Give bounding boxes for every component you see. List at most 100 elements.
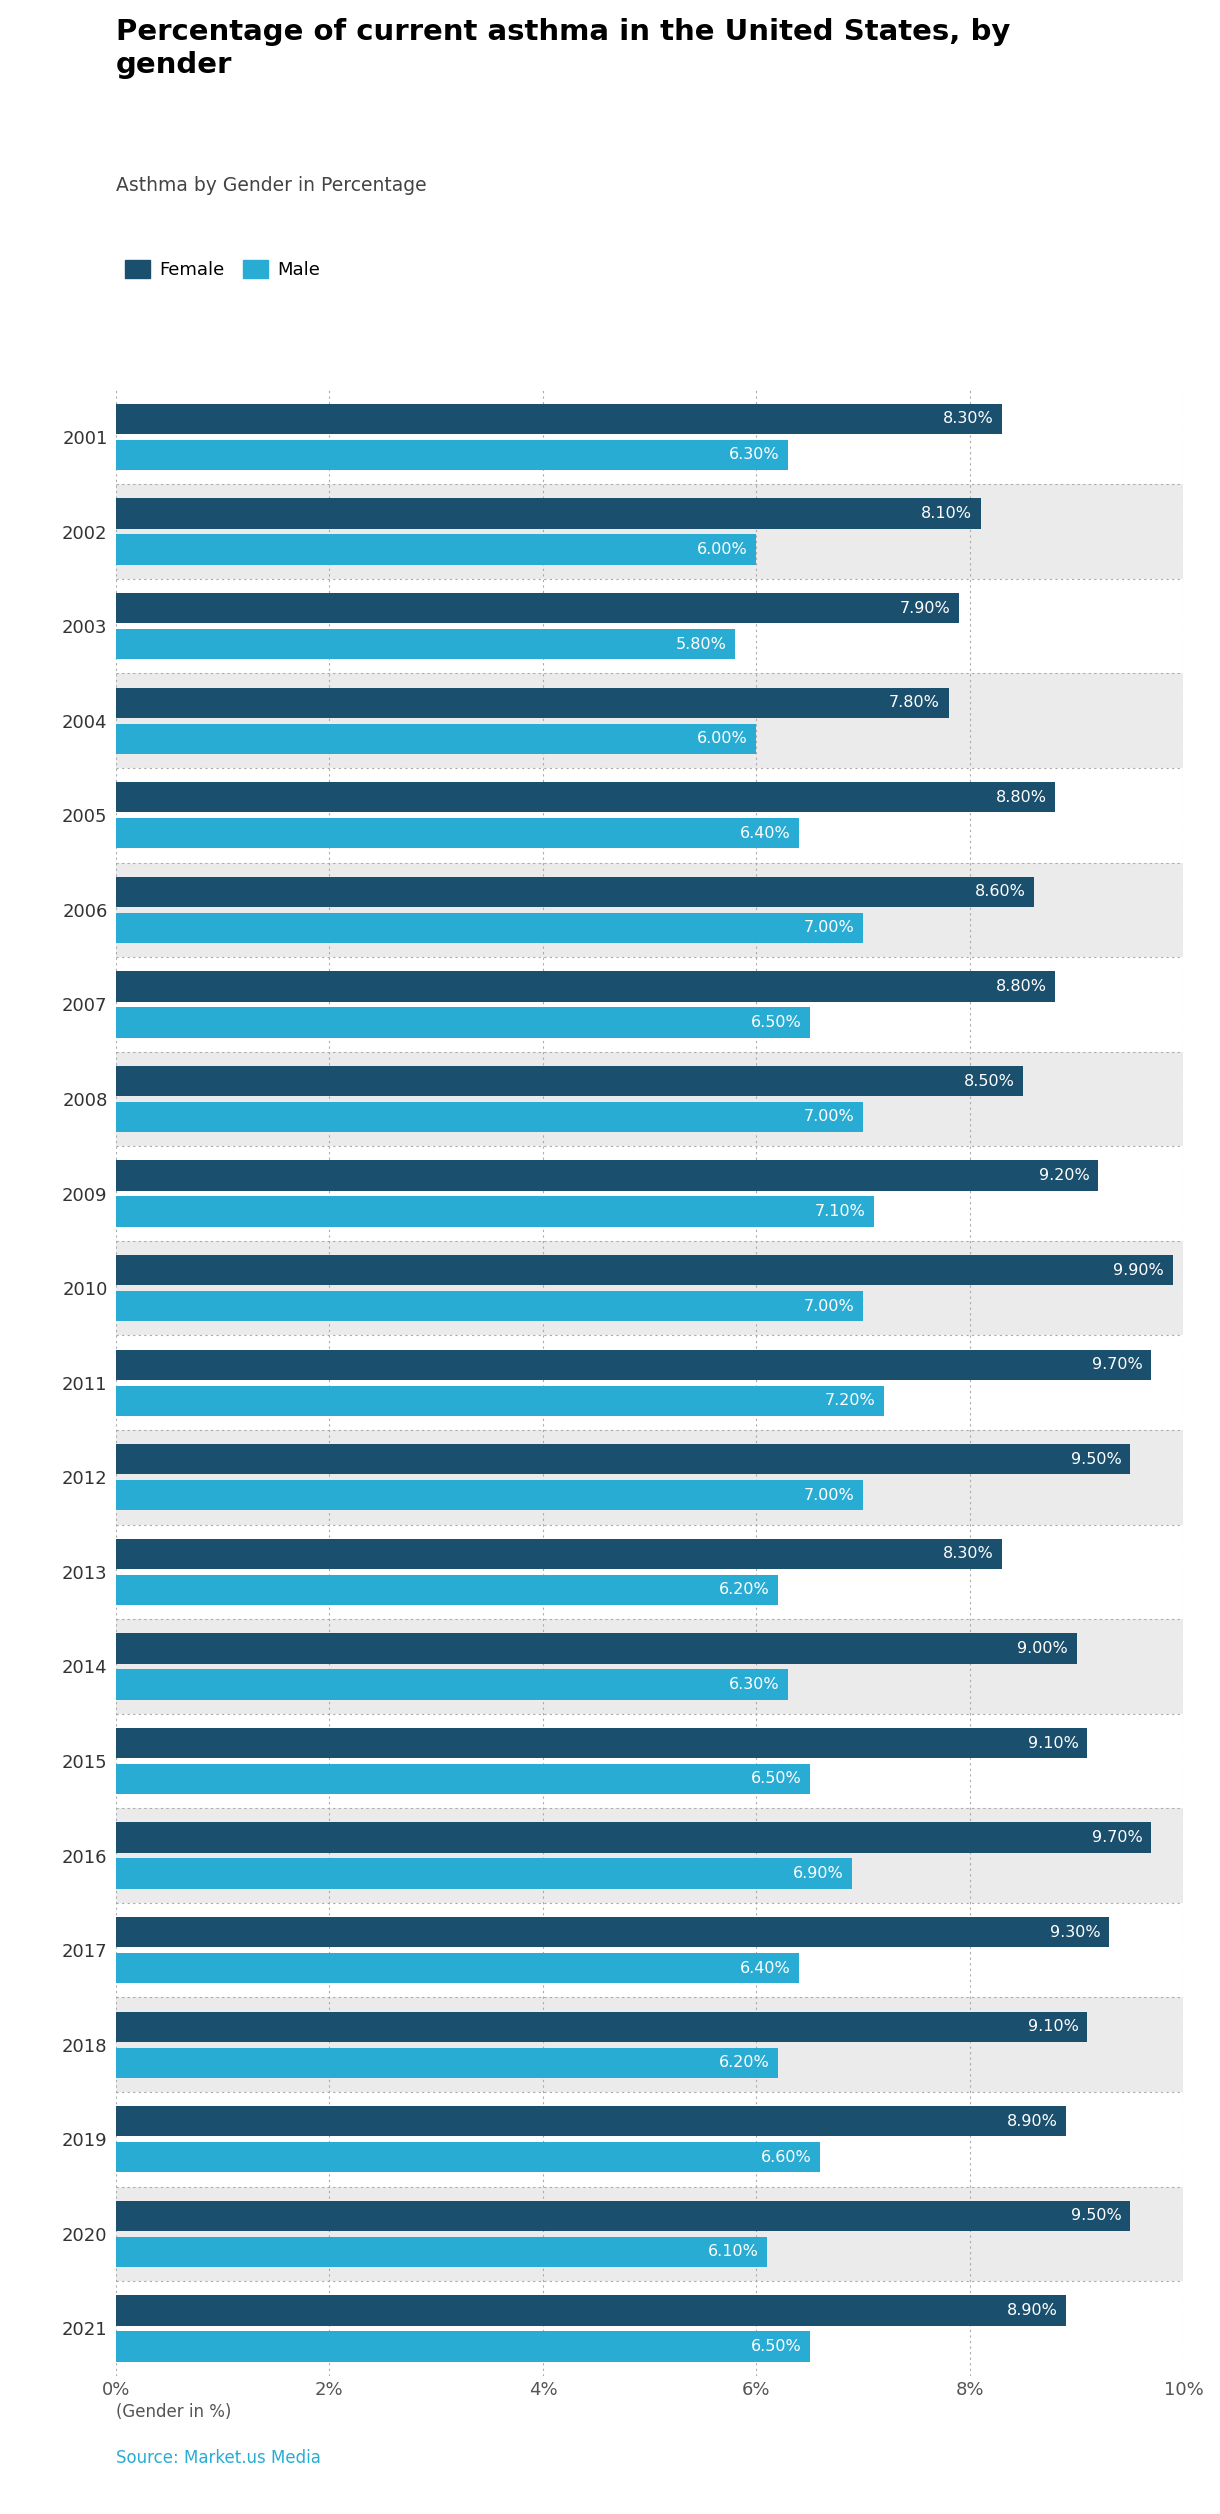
Bar: [116, 686, 948, 719]
Bar: [116, 958, 1183, 1051]
Bar: [116, 1523, 1183, 1619]
Bar: [116, 767, 1183, 862]
Text: 6.40%: 6.40%: [739, 1961, 791, 1976]
Text: 6.50%: 6.50%: [750, 1016, 802, 1031]
Bar: [116, 1823, 1152, 1853]
Bar: [116, 1051, 1183, 1146]
Bar: [116, 1146, 1183, 1242]
Bar: [116, 1254, 1172, 1285]
Bar: [116, 862, 1183, 958]
Bar: [116, 440, 788, 470]
Text: 9.10%: 9.10%: [1028, 1735, 1078, 1750]
Text: 6.20%: 6.20%: [719, 1581, 769, 1596]
Bar: [116, 1727, 1087, 1757]
Bar: [116, 1858, 853, 1888]
Text: 8.90%: 8.90%: [1006, 2114, 1058, 2129]
Bar: [116, 1430, 1183, 1523]
Bar: [116, 1953, 799, 1984]
Text: 6.10%: 6.10%: [708, 2245, 759, 2260]
Bar: [116, 405, 1002, 435]
Bar: [116, 1539, 1002, 1569]
Text: 9.20%: 9.20%: [1038, 1169, 1089, 1184]
Text: 7.00%: 7.00%: [804, 1488, 854, 1503]
Bar: [116, 2280, 1183, 2376]
Text: 6.00%: 6.00%: [697, 732, 748, 747]
Text: 7.80%: 7.80%: [889, 696, 939, 711]
Bar: [116, 593, 959, 623]
Text: 9.50%: 9.50%: [1071, 1451, 1121, 1466]
Text: 8.10%: 8.10%: [921, 505, 972, 520]
Bar: [116, 970, 1055, 1001]
Bar: [116, 1443, 1130, 1473]
Text: 9.90%: 9.90%: [1114, 1262, 1164, 1277]
Bar: [116, 485, 1183, 578]
Bar: [116, 1918, 1109, 1948]
Bar: [116, 2187, 1183, 2280]
Bar: [116, 1101, 863, 1131]
Text: 7.00%: 7.00%: [804, 1109, 854, 1124]
Bar: [116, 674, 1183, 767]
Bar: [116, 1481, 863, 1511]
Bar: [116, 2295, 1066, 2325]
Text: 9.70%: 9.70%: [1092, 1358, 1143, 1373]
Bar: [116, 817, 799, 847]
Text: 9.10%: 9.10%: [1028, 2019, 1078, 2034]
Bar: [116, 724, 756, 754]
Bar: [116, 1808, 1183, 1903]
Text: 9.70%: 9.70%: [1092, 1830, 1143, 1845]
Bar: [116, 628, 734, 659]
Bar: [116, 1197, 874, 1227]
Text: 6.00%: 6.00%: [697, 543, 748, 558]
Text: 7.00%: 7.00%: [804, 920, 854, 935]
Text: Percentage of current asthma in the United States, by
gender: Percentage of current asthma in the Unit…: [116, 18, 1010, 78]
Text: 8.30%: 8.30%: [943, 1546, 993, 1561]
Text: 6.20%: 6.20%: [719, 2054, 769, 2069]
Text: 6.40%: 6.40%: [739, 825, 791, 840]
Text: 9.50%: 9.50%: [1071, 2207, 1121, 2222]
Text: 6.90%: 6.90%: [793, 1865, 844, 1880]
Text: Asthma by Gender in Percentage: Asthma by Gender in Percentage: [116, 176, 427, 196]
Text: 7.00%: 7.00%: [804, 1300, 854, 1315]
Text: 8.80%: 8.80%: [996, 789, 1047, 804]
Text: 9.30%: 9.30%: [1049, 1926, 1100, 1941]
Bar: [116, 498, 981, 528]
Bar: [116, 1335, 1183, 1430]
Bar: [116, 2046, 778, 2077]
Bar: [116, 2330, 810, 2361]
Text: Source: Market.us Media: Source: Market.us Media: [116, 2449, 321, 2466]
Text: 8.50%: 8.50%: [964, 1073, 1015, 1089]
Bar: [116, 913, 863, 943]
Text: 8.90%: 8.90%: [1006, 2303, 1058, 2318]
Bar: [116, 1350, 1152, 1380]
Bar: [116, 1903, 1183, 1999]
Bar: [116, 1634, 1076, 1664]
Bar: [116, 2200, 1130, 2230]
Bar: [116, 1292, 863, 1322]
Bar: [116, 2011, 1087, 2041]
Text: 7.20%: 7.20%: [825, 1393, 876, 1408]
Bar: [116, 2107, 1066, 2137]
Bar: [116, 1242, 1183, 1335]
Bar: [116, 2092, 1183, 2187]
Text: 6.50%: 6.50%: [750, 2338, 802, 2353]
Text: 8.60%: 8.60%: [975, 885, 1025, 900]
Bar: [116, 1161, 1098, 1192]
Bar: [116, 1619, 1183, 1715]
Bar: [116, 1669, 788, 1699]
Legend: Female, Male: Female, Male: [124, 261, 320, 279]
Text: (Gender in %): (Gender in %): [116, 2403, 232, 2421]
Bar: [116, 535, 756, 566]
Bar: [116, 1715, 1183, 1808]
Bar: [116, 877, 1033, 908]
Text: 6.30%: 6.30%: [730, 1677, 780, 1692]
Bar: [116, 1574, 778, 1604]
Text: 8.30%: 8.30%: [943, 412, 993, 427]
Bar: [116, 1385, 884, 1415]
Bar: [116, 390, 1183, 485]
Text: 8.80%: 8.80%: [996, 978, 1047, 993]
Bar: [116, 2237, 767, 2268]
Text: 6.30%: 6.30%: [730, 447, 780, 463]
Text: 5.80%: 5.80%: [676, 636, 726, 651]
Text: 6.50%: 6.50%: [750, 1772, 802, 1787]
Bar: [116, 1066, 1024, 1096]
